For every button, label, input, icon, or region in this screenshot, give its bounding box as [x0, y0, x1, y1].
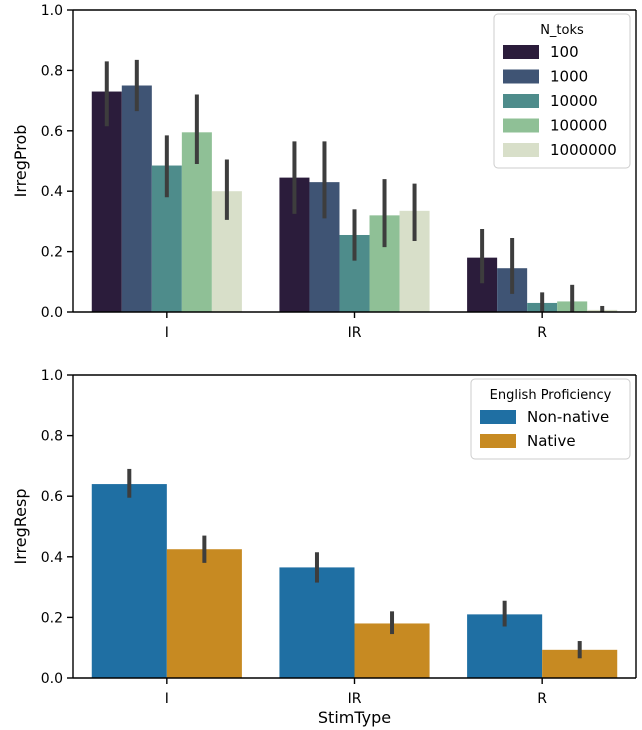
legend-label: Non-native — [527, 408, 609, 426]
y-tick-label: 0.6 — [41, 124, 63, 140]
legend-swatch — [503, 143, 539, 157]
y-axis-label: IrregResp — [11, 489, 30, 565]
bar-non-native-ir — [279, 567, 355, 678]
y-tick-label: 1.0 — [41, 368, 63, 384]
legend: N_toks 100 1000 10000 100000 1000000 — [493, 13, 631, 169]
legend-label: Native — [527, 432, 576, 450]
legend-title: N_toks — [540, 23, 584, 38]
x-tick-label: R — [537, 691, 547, 707]
y-tick-label: 0.2 — [41, 610, 63, 626]
legend-swatch — [503, 118, 539, 133]
chart-panel-2: 0.0 0.2 0.4 0.6 0.8 1.0 I IR R IrregResp StimType E… — [11, 368, 637, 727]
y-tick-label: 0.2 — [41, 245, 63, 261]
y-tick-label: 0.4 — [41, 184, 63, 200]
x-axis-label: StimType — [318, 708, 391, 727]
legend-swatch — [503, 69, 539, 84]
legend-title: English Proficiency — [490, 388, 612, 403]
x-tick-label: IR — [348, 691, 362, 707]
bar-1000-i — [121, 85, 152, 312]
legend: English Proficiency Non-native Native — [470, 378, 631, 460]
legend-label: 10000 — [550, 92, 598, 110]
y-tick-label: 0.0 — [41, 671, 63, 687]
x-tick-label: IR — [348, 325, 362, 341]
x-tick-label: I — [165, 325, 169, 341]
x-tick-label: I — [165, 691, 169, 707]
y-tick-label: 0.4 — [41, 550, 63, 566]
y-axis-label: IrregProb — [11, 125, 30, 198]
legend-swatch — [503, 94, 539, 108]
y-tick-label: 0.8 — [41, 63, 63, 79]
x-tick-label: R — [537, 325, 547, 341]
y-tick-label: 1.0 — [41, 3, 63, 19]
chart-panel-1: 0.0 0.2 0.4 0.6 0.8 1.0 I IR R IrregProb N_toks 100… — [11, 3, 637, 341]
legend-swatch — [480, 434, 516, 448]
bar-100-i — [91, 91, 122, 312]
legend-label: 100 — [550, 43, 579, 61]
y-tick-label: 0.6 — [41, 489, 63, 505]
y-tick-label: 0.8 — [41, 429, 63, 445]
y-tick-label: 0.0 — [41, 305, 63, 321]
legend-swatch — [480, 410, 516, 424]
legend-label: 1000000 — [550, 141, 617, 159]
bar-native-i — [166, 549, 242, 678]
legend-swatch — [503, 45, 539, 59]
legend-label: 100000 — [550, 117, 607, 135]
bar-non-native-i — [91, 484, 167, 678]
legend-label: 1000 — [550, 68, 588, 86]
